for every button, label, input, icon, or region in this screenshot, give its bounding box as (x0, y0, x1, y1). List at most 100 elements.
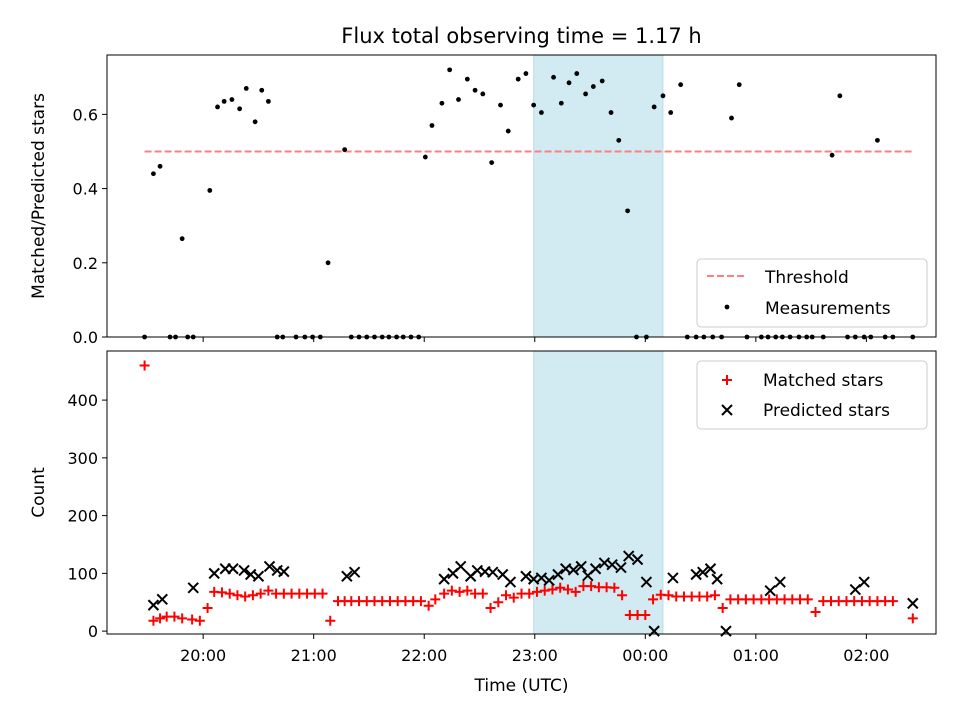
data-point (447, 67, 453, 73)
data-point (810, 607, 821, 618)
data-point (608, 110, 614, 115)
data-point (609, 582, 620, 593)
legend-predicted-swatch (721, 404, 733, 416)
data-point (615, 561, 627, 574)
data-point (520, 570, 532, 582)
data-point (575, 560, 587, 573)
data-point (177, 613, 188, 624)
data-point (617, 590, 628, 601)
legend-measurements-label: Measurements (765, 299, 891, 319)
data-point (227, 563, 239, 575)
data-point (623, 550, 635, 562)
legend: Matched stars Predicted stars (696, 360, 928, 430)
data-point (764, 584, 776, 597)
data-point (570, 586, 581, 597)
data-point (317, 588, 328, 599)
data-point (531, 102, 537, 108)
data-point (278, 565, 290, 578)
data-point (216, 587, 227, 598)
data-point (547, 584, 558, 595)
data-point (247, 590, 258, 601)
data-point (875, 137, 880, 143)
data-point (702, 591, 713, 602)
data-point (711, 573, 723, 585)
data-point (485, 603, 496, 614)
legend-measurements-swatch (724, 304, 730, 310)
data-point (515, 76, 521, 82)
data-point (252, 119, 258, 125)
data-point (717, 603, 728, 614)
data-point (423, 600, 434, 611)
data-point (505, 128, 511, 134)
data-point (325, 615, 336, 626)
data-point (558, 100, 564, 106)
data-point (631, 553, 644, 566)
data-point (263, 585, 274, 596)
data-point (543, 574, 555, 586)
data-point (720, 625, 732, 637)
data-point (348, 566, 361, 578)
data-point (599, 78, 605, 84)
data-point (155, 613, 166, 624)
y-tick-label: 300 (67, 449, 98, 468)
x-tick-label: 21:00 (291, 646, 337, 665)
data-point (156, 593, 168, 606)
data-point (342, 147, 348, 153)
x-tick-label: 00:00 (622, 646, 668, 665)
data-point (501, 590, 512, 601)
legend-box (696, 360, 928, 430)
data-point (907, 597, 919, 610)
data-point (454, 586, 465, 597)
y-tick-label: 400 (67, 391, 98, 410)
data-point (456, 97, 461, 102)
data-point (255, 588, 266, 599)
data-point (194, 615, 205, 626)
legend-predicted-label: Predicted stars (763, 401, 890, 421)
data-point (668, 110, 674, 115)
data-point (238, 564, 250, 577)
data-point (586, 581, 597, 592)
data-point (454, 560, 467, 573)
x-tick-label: 01:00 (733, 646, 779, 665)
data-point (325, 260, 331, 266)
plot-frame (106, 54, 937, 338)
data-point (589, 563, 602, 575)
data-point (504, 576, 517, 588)
data-point (439, 100, 445, 106)
data-point (704, 563, 717, 575)
data-point (625, 208, 631, 214)
data-point (887, 596, 898, 607)
data-point (774, 576, 786, 588)
data-point (139, 360, 150, 371)
data-point (147, 599, 160, 611)
data-point (151, 171, 156, 177)
x-tick-label: 22:00 (401, 646, 447, 665)
series-matched-stars (139, 360, 918, 626)
data-point (552, 568, 564, 581)
data-point (858, 576, 870, 588)
data-point (640, 576, 653, 588)
data-point (539, 585, 550, 596)
data-point (252, 570, 265, 582)
data-point (663, 590, 674, 601)
data-point (616, 137, 622, 143)
data-point (243, 85, 249, 91)
data-point (583, 91, 589, 97)
data-point (489, 160, 495, 166)
data-point (207, 188, 213, 193)
data-point (907, 613, 918, 624)
observing-window-shade (533, 54, 664, 338)
legend-matched-swatch (722, 375, 732, 385)
data-point (660, 93, 666, 99)
data-point (446, 585, 457, 596)
data-point (523, 71, 529, 76)
data-point (430, 594, 441, 605)
data-point (240, 591, 251, 602)
y-axis-label: Matched/Predicted stars (29, 93, 49, 299)
y-tick-label: 0.2 (73, 254, 98, 273)
data-point (415, 596, 426, 607)
y-tick-label: 0.0 (73, 328, 98, 347)
data-point (678, 82, 684, 88)
plot-frame (106, 350, 937, 635)
